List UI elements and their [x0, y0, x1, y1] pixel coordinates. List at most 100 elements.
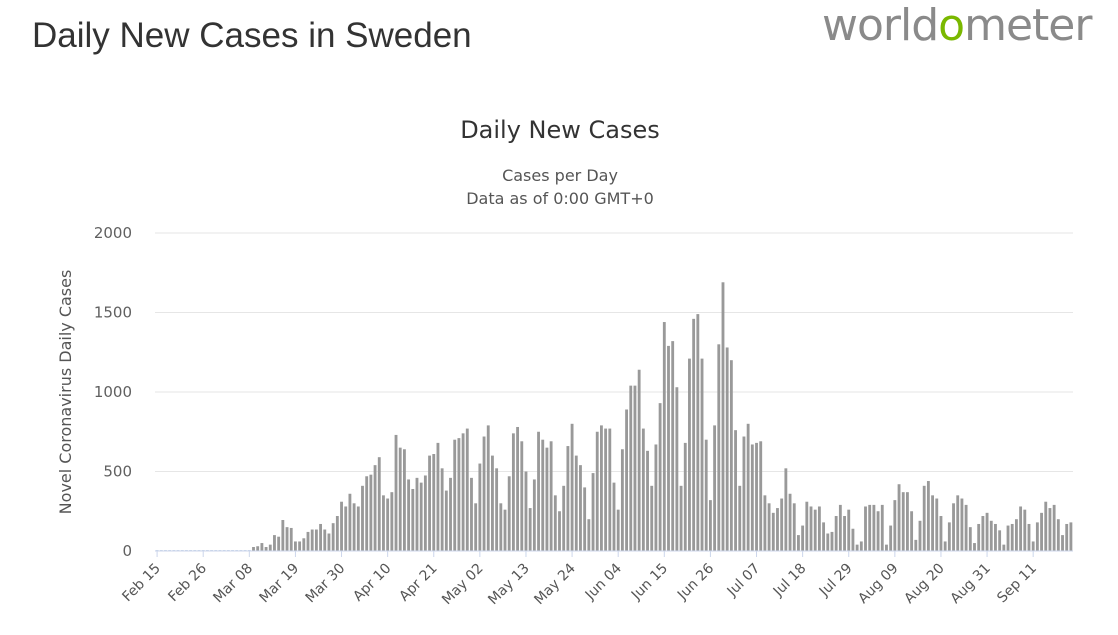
bar[interactable] — [340, 501, 343, 551]
bar[interactable] — [495, 468, 499, 551]
bar[interactable] — [432, 454, 436, 551]
bar[interactable] — [1014, 519, 1018, 551]
bar[interactable] — [369, 474, 373, 551]
bar[interactable] — [830, 531, 834, 551]
bar[interactable] — [947, 522, 951, 551]
bar[interactable] — [583, 487, 587, 551]
bar[interactable] — [570, 423, 574, 551]
bar[interactable] — [528, 508, 532, 551]
bar[interactable] — [868, 504, 872, 551]
bar[interactable] — [843, 516, 846, 551]
bar[interactable] — [289, 527, 293, 551]
bar[interactable] — [549, 441, 553, 551]
bar[interactable] — [574, 455, 578, 551]
bar[interactable] — [734, 430, 737, 551]
bar[interactable] — [985, 512, 989, 551]
bar[interactable] — [939, 516, 943, 551]
bar[interactable] — [1040, 512, 1043, 551]
bar[interactable] — [470, 477, 473, 551]
bar[interactable] — [834, 516, 838, 551]
bar[interactable] — [981, 516, 985, 551]
bar[interactable] — [600, 425, 603, 551]
bar[interactable] — [511, 433, 515, 551]
bar[interactable] — [553, 495, 557, 551]
bar[interactable] — [356, 506, 360, 551]
bar[interactable] — [805, 501, 809, 551]
bar[interactable] — [625, 409, 628, 551]
bar[interactable] — [595, 431, 599, 551]
worldometer-logo[interactable]: worldometer — [822, 0, 1092, 51]
bar[interactable] — [872, 504, 876, 551]
bar[interactable] — [797, 535, 800, 551]
bar[interactable] — [650, 485, 654, 551]
bar[interactable] — [1035, 522, 1039, 551]
bar[interactable] — [365, 476, 369, 551]
bar[interactable] — [817, 506, 821, 551]
bar[interactable] — [700, 358, 704, 551]
bar[interactable] — [750, 444, 754, 551]
bar[interactable] — [457, 438, 461, 551]
bar[interactable] — [465, 428, 469, 551]
bar[interactable] — [344, 506, 348, 551]
bar[interactable] — [893, 500, 897, 551]
bar[interactable] — [746, 423, 750, 551]
bar[interactable] — [721, 282, 725, 551]
bar[interactable] — [859, 541, 863, 551]
bar[interactable] — [1031, 541, 1035, 551]
bar[interactable] — [386, 498, 390, 551]
bar[interactable] — [616, 509, 620, 551]
bar[interactable] — [566, 446, 570, 551]
bar[interactable] — [671, 341, 675, 551]
bar[interactable] — [310, 529, 314, 551]
bar[interactable] — [1052, 504, 1056, 551]
bar[interactable] — [956, 495, 960, 551]
bar[interactable] — [675, 387, 679, 551]
bar[interactable] — [449, 477, 452, 551]
bar[interactable] — [964, 504, 968, 551]
bar[interactable] — [826, 533, 830, 551]
bar[interactable] — [591, 473, 595, 551]
bar[interactable] — [897, 484, 901, 551]
bar[interactable] — [1048, 508, 1052, 551]
bar[interactable] — [277, 536, 281, 551]
bar[interactable] — [382, 495, 385, 551]
bar[interactable] — [491, 455, 494, 551]
bar[interactable] — [864, 506, 867, 551]
bar[interactable] — [273, 535, 276, 551]
bar[interactable] — [998, 530, 1002, 551]
bar[interactable] — [1010, 523, 1014, 551]
bar[interactable] — [776, 508, 779, 551]
bar[interactable] — [436, 442, 440, 551]
bar[interactable] — [977, 523, 981, 551]
bar[interactable] — [604, 428, 608, 551]
bar[interactable] — [918, 520, 922, 551]
bar[interactable] — [910, 511, 914, 551]
bar[interactable] — [327, 533, 331, 551]
bar[interactable] — [838, 504, 842, 551]
bar[interactable] — [579, 465, 582, 551]
bar[interactable] — [587, 519, 591, 551]
bar[interactable] — [755, 442, 758, 551]
bar[interactable] — [478, 463, 482, 551]
bar[interactable] — [801, 525, 805, 551]
bar[interactable] — [520, 441, 524, 551]
bar[interactable] — [411, 488, 415, 551]
bar[interactable] — [813, 509, 817, 551]
bar[interactable] — [268, 544, 272, 551]
bar[interactable] — [692, 318, 696, 551]
bar[interactable] — [973, 543, 976, 551]
bar[interactable] — [524, 471, 528, 552]
bar[interactable] — [373, 465, 377, 551]
bar[interactable] — [256, 546, 260, 551]
bar[interactable] — [729, 360, 733, 551]
bar[interactable] — [335, 516, 339, 551]
bar[interactable] — [662, 322, 666, 551]
bar[interactable] — [633, 385, 637, 551]
bar[interactable] — [558, 511, 561, 551]
bar[interactable] — [474, 503, 478, 551]
bar[interactable] — [885, 544, 888, 551]
bar[interactable] — [419, 482, 423, 551]
bar[interactable] — [767, 503, 771, 551]
bar[interactable] — [1061, 535, 1064, 551]
bar[interactable] — [1069, 522, 1073, 551]
